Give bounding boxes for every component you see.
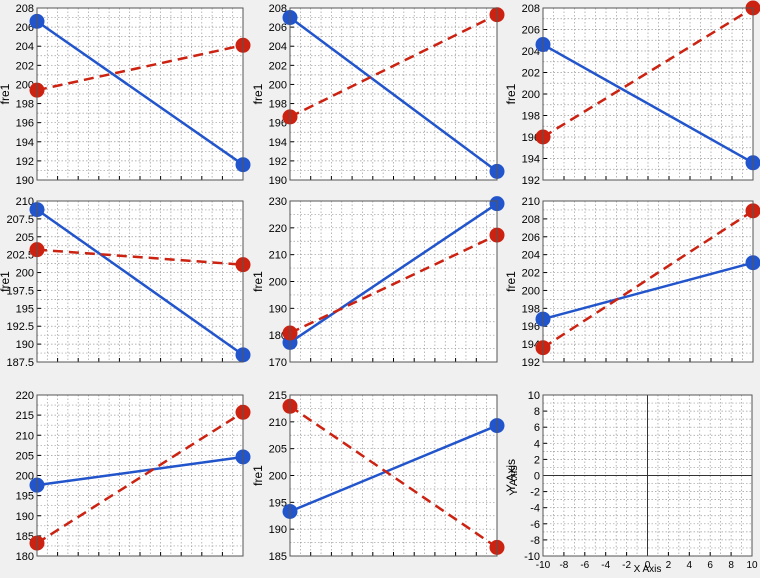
y-tick-label: 198 (16, 99, 34, 111)
y-tick-label: 220 (269, 223, 287, 235)
y-tick-label: 202 (16, 60, 34, 72)
y-tick-label: 185 (269, 551, 287, 563)
y-tick-label: 208 (16, 3, 34, 15)
y-tick-label: 210 (269, 417, 287, 429)
y-tick-label: 200 (269, 277, 287, 289)
y-tick-label: 215 (16, 410, 34, 422)
y-tick-label: 192 (522, 357, 540, 369)
y-tick-label: 192 (269, 156, 287, 168)
y-tick-label: 208 (522, 3, 540, 15)
y-tick-label: 190 (269, 524, 287, 536)
y-tick-label: 202 (522, 268, 540, 280)
y-tick-label: 187.5 (6, 357, 34, 369)
y-tick-label: 200 (522, 285, 540, 297)
x-tick-label: 10 (746, 560, 758, 571)
y-axis-label: fre1 (0, 83, 12, 104)
y-tick-label: 204 (522, 250, 540, 262)
x-tick-label: -10 (536, 560, 551, 571)
y-tick-label: 196 (16, 118, 34, 130)
y-tick-label: 195 (16, 491, 34, 503)
y-tick-label: 192.5 (6, 321, 34, 333)
y-axis-label: fre1 (251, 271, 265, 292)
y-tick-label: 0 (534, 471, 540, 483)
y-tick-label: -2 (530, 487, 540, 499)
y-tick-label: -6 (530, 519, 540, 531)
x-tick-label: 8 (728, 560, 734, 571)
y-tick-label: 230 (269, 196, 287, 208)
y-tick-label: 210 (16, 430, 34, 442)
y-tick-label: -4 (530, 503, 540, 515)
y-tick-label: 190 (16, 339, 34, 351)
y-tick-label: 200 (269, 79, 287, 91)
y-tick-label: 190 (269, 303, 287, 315)
y-tick-label: 205 (269, 444, 287, 456)
y-tick-label: 198 (522, 111, 540, 123)
y-tick-label: 190 (16, 511, 34, 523)
y-tick-label: 207.5 (6, 214, 34, 226)
x-tick-label: -8 (559, 560, 568, 571)
y-axis-label: fre1 (504, 271, 518, 292)
y-tick-label: 206 (522, 25, 540, 37)
y-tick-label: 210 (522, 196, 540, 208)
x-tick-label: 6 (707, 560, 713, 571)
y-tick-label: 215 (269, 390, 287, 402)
y-tick-label: 194 (522, 154, 540, 166)
y-tick-label: 205 (16, 450, 34, 462)
x-tick-label: 2 (666, 560, 672, 571)
y-tick-label: 206 (269, 22, 287, 34)
x-tick-label: -2 (622, 560, 631, 571)
y-axis-label: fre1 (0, 271, 12, 292)
y-tick-label: 198 (522, 303, 540, 315)
y-tick-label: 6 (534, 422, 540, 434)
x-tick-label: 4 (687, 560, 693, 571)
y-tick-label: 200 (522, 89, 540, 101)
x-tick-label: -4 (601, 560, 610, 571)
y-tick-label: 202 (269, 60, 287, 72)
y-tick-label: 4 (534, 438, 540, 450)
y-tick-label: 192 (522, 175, 540, 187)
y-tick-label: 205 (16, 232, 34, 244)
x-axis-label: X Axis (634, 564, 662, 573)
y-tick-label: 204 (16, 41, 34, 53)
y-tick-label: 200 (16, 268, 34, 280)
y-tick-label: 194 (269, 137, 287, 149)
y-tick-label: 220 (16, 390, 34, 402)
y-tick-label: 190 (16, 175, 34, 187)
y-tick-label: 180 (16, 551, 34, 563)
y-tick-label: 10 (528, 390, 540, 402)
x-tick-label: -6 (580, 560, 589, 571)
y-tick-label: 194 (16, 137, 34, 149)
y-axis-label: fre1 (504, 83, 518, 104)
y-tick-label: 208 (522, 214, 540, 226)
y-tick-label: 192 (16, 156, 34, 168)
y-tick-label: 198 (269, 99, 287, 111)
y-tick-label: 190 (269, 175, 287, 187)
chart-panel-4: 187.5190192.5195197.5200202.5205207.5210… (0, 196, 251, 369)
y-tick-label: -8 (530, 535, 540, 547)
y-axis-label: Y Axis (508, 465, 520, 496)
y-tick-label: 170 (269, 357, 287, 369)
y-tick-label: 195 (16, 303, 34, 315)
y-tick-label: 206 (522, 232, 540, 244)
y-tick-label: 2 (534, 454, 540, 466)
y-tick-label: 210 (269, 250, 287, 262)
y-tick-label: 204 (269, 41, 287, 53)
y-tick-label: 200 (269, 471, 287, 483)
y-axis-label: fre1 (251, 465, 265, 486)
y-tick-label: 202 (522, 68, 540, 80)
y-axis-label: fre1 (251, 83, 265, 104)
y-tick-label: 8 (534, 406, 540, 418)
